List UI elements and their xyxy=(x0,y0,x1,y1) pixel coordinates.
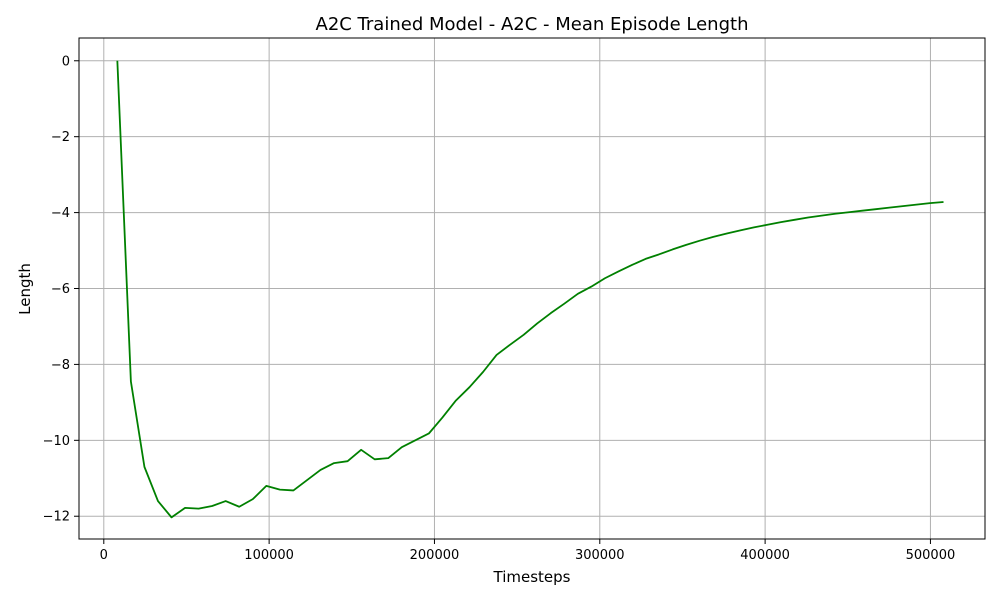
x-tick-label: 100000 xyxy=(244,548,294,563)
y-tick-label: 0 xyxy=(62,54,70,69)
x-tick-label: 200000 xyxy=(410,548,460,563)
y-axis-label: Length xyxy=(16,263,34,315)
y-tick-label: −12 xyxy=(43,510,70,525)
grid xyxy=(79,38,985,539)
x-tick-label: 0 xyxy=(100,548,108,563)
series-line xyxy=(116,60,944,519)
series-layer xyxy=(116,60,944,519)
chart-title: A2C Trained Model - A2C - Mean Episode L… xyxy=(316,14,749,35)
y-tick-label: −6 xyxy=(51,282,70,297)
x-axis-ticks: 0 100000 200000 300000 400000 500000 xyxy=(100,539,956,563)
x-tick-label: 500000 xyxy=(906,548,956,563)
x-axis-label: Timesteps xyxy=(493,568,571,586)
y-tick-label: −10 xyxy=(43,434,70,449)
y-tick-label: −4 xyxy=(51,206,70,221)
y-axis-ticks: 0 −2 −4 −6 −8 −10 −12 xyxy=(43,54,79,525)
y-tick-label: −2 xyxy=(51,130,70,145)
x-tick-label: 400000 xyxy=(740,548,790,563)
x-tick-label: 300000 xyxy=(575,548,625,563)
y-tick-label: −8 xyxy=(51,358,70,373)
